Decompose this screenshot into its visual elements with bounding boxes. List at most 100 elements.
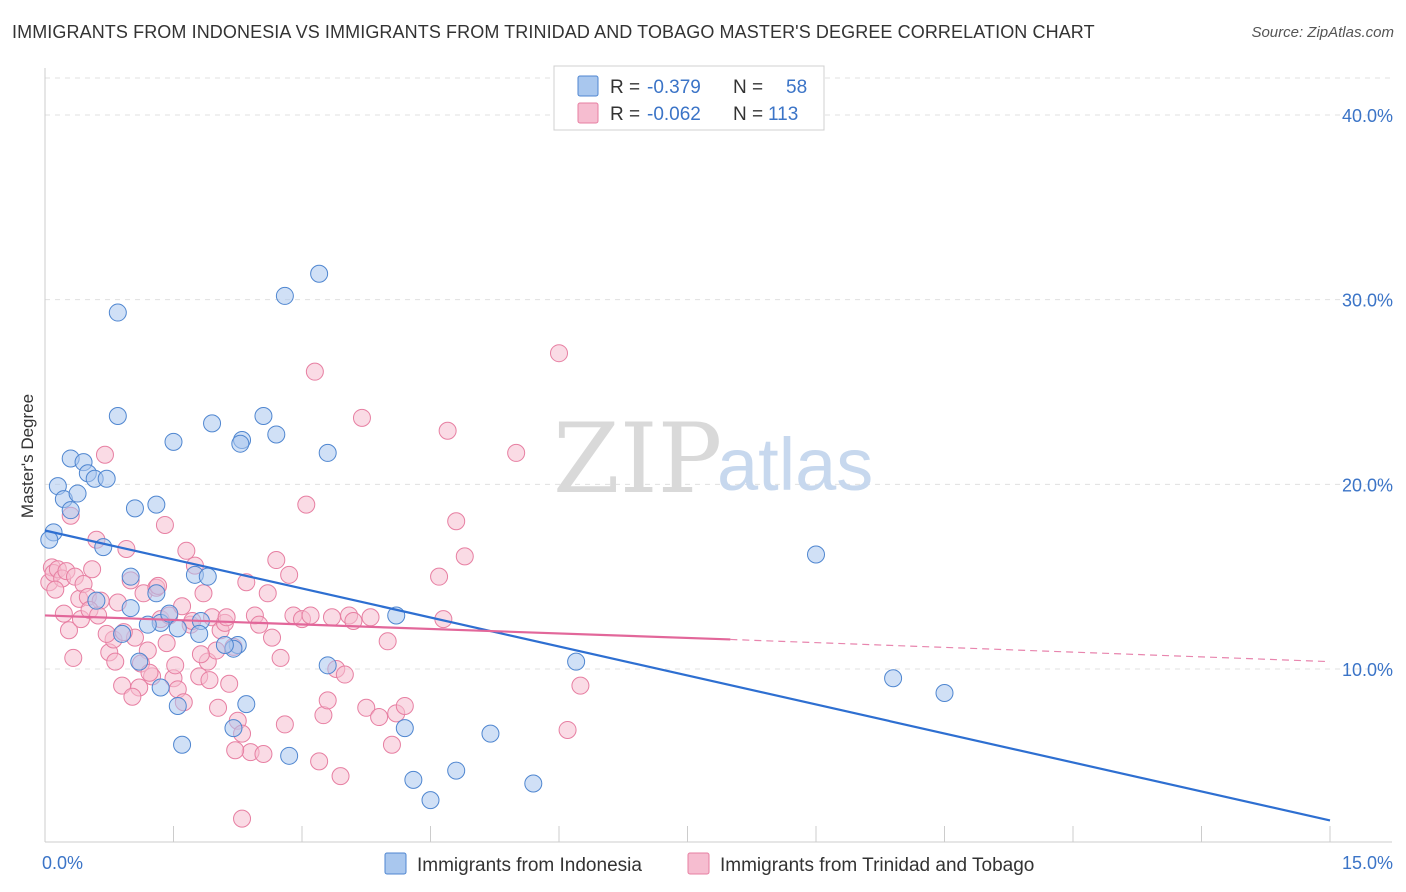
point-indonesia-40: [121, 567, 140, 586]
point-indonesia-27: [231, 434, 250, 453]
point-indonesia-18: [173, 735, 192, 754]
point-trinidad-111: [226, 741, 245, 760]
point-trinidad-96: [97, 624, 116, 643]
legend-n-value-1: 58: [786, 77, 807, 98]
series-indonesia-points: [40, 264, 954, 810]
point-indonesia-50: [404, 770, 423, 789]
point-indonesia-44: [168, 619, 187, 638]
point-trinidad-75: [370, 708, 389, 727]
legend-r-value-1: -0.379: [647, 77, 701, 98]
point-indonesia-43: [151, 678, 170, 697]
point-indonesia-22: [203, 414, 222, 433]
point-indonesia-3: [61, 501, 80, 520]
y-tick-labels: 10.0% 20.0% 30.0% 40.0%: [1342, 106, 1393, 680]
point-trinidad-109: [209, 698, 228, 717]
point-trinidad-33: [177, 541, 196, 560]
point-trinidad-62: [305, 362, 324, 381]
point-indonesia-55: [567, 652, 586, 671]
point-indonesia-46: [215, 636, 234, 655]
point-trinidad-43: [220, 674, 239, 693]
point-trinidad-90: [54, 604, 73, 623]
point-trinidad-76: [378, 632, 397, 651]
point-trinidad-57: [280, 565, 299, 584]
point-trinidad-14: [95, 445, 114, 464]
point-trinidad-103: [157, 634, 176, 653]
point-trinidad-83: [447, 512, 466, 531]
point-indonesia-35: [147, 584, 166, 603]
point-indonesia-45: [190, 624, 209, 643]
point-trinidad-77: [382, 735, 401, 754]
point-trinidad-28: [155, 515, 174, 534]
point-trinidad-82: [438, 421, 457, 440]
point-trinidad-69: [335, 665, 354, 684]
y-axis-label: Master's Degree: [18, 394, 37, 518]
correlation-legend: R = -0.379 N = 58 R = -0.062 N = 113: [553, 65, 825, 131]
point-indonesia-14: [125, 499, 144, 518]
watermark-zip: ZIP: [553, 403, 722, 515]
point-indonesia-28: [237, 695, 256, 714]
legend-r-value-2: -0.062: [647, 104, 701, 125]
trend-line-trinidad-extension: [730, 638, 1331, 663]
trend-line-trinidad: [44, 614, 731, 641]
point-trinidad-54: [267, 551, 286, 570]
point-trinidad-104: [166, 656, 185, 675]
point-trinidad-65: [318, 691, 337, 710]
legend-n-label-2: N =: [733, 104, 763, 125]
point-indonesia-33: [310, 264, 329, 283]
point-indonesia-58: [935, 684, 954, 703]
bottom-legend-swatch-trinidad: [687, 852, 710, 875]
point-indonesia-42: [130, 652, 149, 671]
point-indonesia-38: [138, 615, 157, 634]
point-indonesia-54: [524, 774, 543, 793]
point-trinidad-79: [395, 696, 414, 715]
point-indonesia-52: [447, 761, 466, 780]
y-tick-label-0: 10.0%: [1342, 660, 1393, 680]
point-trinidad-92: [64, 648, 83, 667]
point-trinidad-85: [507, 443, 526, 462]
point-trinidad-52: [258, 584, 277, 603]
x-tick-labels: 0.0% 15.0%: [42, 853, 1393, 873]
point-indonesia-49: [395, 719, 414, 738]
point-trinidad-68: [331, 767, 350, 786]
bottom-legend-label-trinidad: Immigrants from Trinidad and Tobago: [720, 855, 1034, 876]
point-trinidad-50: [250, 615, 269, 634]
legend-n-label-1: N =: [733, 77, 763, 98]
point-indonesia-41: [113, 624, 132, 643]
legend-r-label-2: R =: [610, 104, 640, 125]
point-indonesia-17: [168, 696, 187, 715]
series-legend: Immigrants from Indonesia Immigrants fro…: [384, 852, 1034, 876]
point-indonesia-57: [884, 669, 903, 688]
point-indonesia-4: [68, 484, 87, 503]
point-trinidad-73: [357, 698, 376, 717]
point-indonesia-13: [108, 406, 127, 425]
point-trinidad-110: [217, 608, 236, 627]
point-trinidad-99: [123, 687, 142, 706]
point-trinidad-60: [297, 495, 316, 514]
watermark-atlas: atlas: [717, 423, 873, 506]
point-indonesia-31: [275, 286, 294, 305]
point-indonesia-32: [280, 746, 299, 765]
point-trinidad-55: [271, 648, 290, 667]
bottom-legend-swatch-indonesia: [384, 852, 407, 875]
point-trinidad-74: [361, 608, 380, 627]
point-trinidad-91: [59, 621, 78, 640]
point-indonesia-10: [94, 538, 113, 557]
point-indonesia-16: [164, 432, 183, 451]
legend-swatch-trinidad: [577, 102, 599, 124]
legend-r-label-1: R =: [610, 77, 640, 98]
point-trinidad-86: [550, 344, 568, 363]
point-indonesia-15: [147, 495, 166, 514]
source-credit: Source: ZipAtlas.com: [1251, 24, 1394, 41]
point-trinidad-108: [200, 671, 219, 690]
point-trinidad-89: [46, 580, 65, 599]
point-indonesia-30: [267, 425, 286, 444]
point-trinidad-87: [558, 720, 577, 739]
point-trinidad-53: [263, 628, 282, 647]
y-tick-label-2: 30.0%: [1342, 291, 1393, 311]
point-indonesia-21: [198, 567, 217, 586]
legend-n-value-2: 113: [768, 104, 798, 125]
point-indonesia-47: [318, 656, 337, 675]
point-indonesia-12: [108, 303, 127, 322]
point-indonesia-9: [97, 469, 116, 488]
